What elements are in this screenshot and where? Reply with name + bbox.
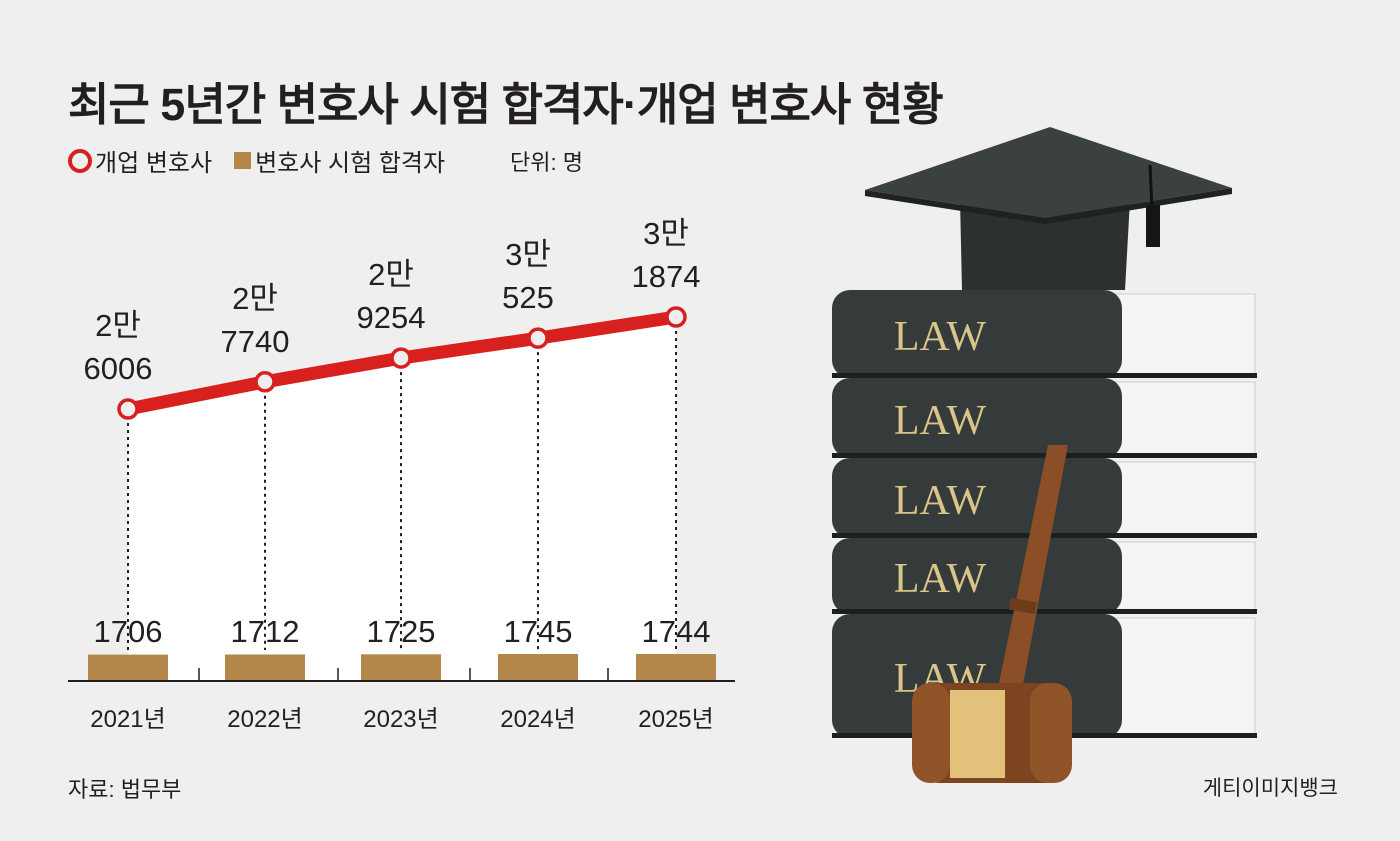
line-value-label-top: 2만 [232,281,278,316]
bar-2025년 [636,654,716,681]
unit-label: 단위: 명 [510,150,583,175]
graduation-cap-icon [865,127,1232,290]
law-text: LAW [894,478,987,524]
image-credit: 게티이미지뱅크 [1202,777,1338,800]
x-tick-label: 2022년 [227,706,302,733]
line-value-label-bottom: 9254 [357,300,426,335]
bar-2021년 [88,654,168,681]
line-point-2023년 [390,347,412,369]
law-book: LAW [832,378,1257,458]
bar-2023년 [361,654,441,681]
bar-value-label: 1706 [94,614,163,649]
line-value-label-bottom: 1874 [632,259,701,294]
line-point-2022년 [254,371,276,393]
legend-line-label: 개업 변호사 [95,150,213,177]
line-point-2025년 [665,306,687,328]
bar-value-label: 1712 [231,614,300,649]
line-point-2024년 [527,327,549,349]
line-value-label-top: 2만 [95,308,141,343]
legend-bar-label: 변호사 시험 합격자 [255,150,446,177]
x-tick-label: 2024년 [500,706,575,733]
legend-line-marker-icon [68,148,92,173]
line-value-label-bottom: 6006 [84,351,153,386]
bar-value-label: 1725 [367,614,436,649]
legend-bar-marker-icon [234,152,252,169]
bar-value-label: 1744 [642,614,711,649]
law-text: LAW [894,556,987,602]
law-book: LAW [832,290,1257,378]
bar-2022년 [225,654,305,681]
line-value-label-top: 3만 [505,237,551,272]
line-value-label-bottom: 525 [502,280,554,315]
chart: 1706 1712 1725 1745 1744 2021년 2022년 2023년 2024년… [68,216,735,733]
x-tick-label: 2021년 [90,706,165,733]
source-note: 자료: 법무부 [68,777,182,802]
x-tick-label: 2023년 [363,706,438,733]
x-tick-label: 2025년 [638,706,713,733]
line-value-label-top: 3만 [643,216,689,251]
chart-title: 최근 5년간 변호사 시험 합격자·개업 변호사 현황 [68,79,944,130]
gavel-icon [912,445,1072,783]
line-value-label-bottom: 7740 [221,324,290,359]
law-text: LAW [894,398,987,444]
law-books-gavel-illustration: LAW LAW LAW LAW LAW [832,127,1257,783]
law-text: LAW [894,314,987,360]
bar-2024년 [498,654,578,681]
bar-value-label: 1745 [504,614,573,649]
line-value-label-top: 2만 [368,257,414,292]
line-point-2021년 [117,398,139,420]
law-book: LAW [832,538,1257,614]
legend: 개업 변호사 변호사 시험 합격자 [68,143,445,178]
